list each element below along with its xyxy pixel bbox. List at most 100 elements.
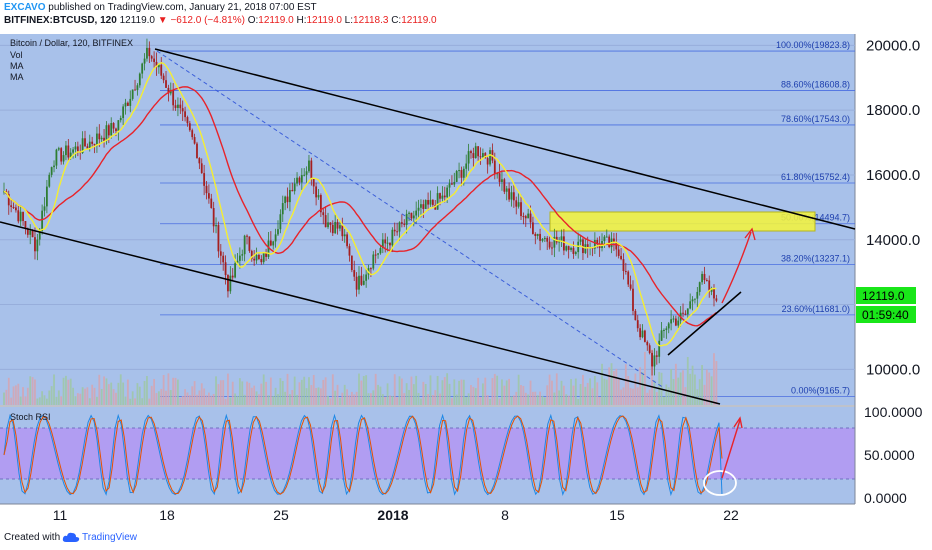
price-axis-label: 14000.0: [866, 232, 920, 249]
volume-bar: [246, 381, 248, 405]
candle-body: [415, 210, 418, 216]
candle-body: [324, 215, 327, 228]
candle-body: [372, 254, 375, 269]
volume-bar: [412, 384, 415, 405]
candle-body: [196, 143, 198, 159]
volume-bar: [467, 393, 470, 405]
candle-body: [293, 183, 296, 192]
candle-body: [555, 236, 558, 243]
fib-level-label: 61.80%(15752.4): [781, 172, 850, 182]
candle-body: [160, 64, 163, 76]
volume-bar: [186, 392, 189, 405]
fib-level-label: 100.00%(19823.8): [776, 40, 850, 50]
volume-bar: [126, 379, 129, 405]
volume-bar: [372, 390, 375, 405]
volume-bar: [646, 392, 649, 405]
price-chart[interactable]: 100.00%(19823.8) 88.60%(18608.8) 78.60%(17…: [0, 28, 932, 526]
candle-body: [436, 193, 439, 210]
volume-bar: [53, 374, 55, 405]
volume-bar: [303, 376, 306, 405]
volume-bar: [207, 392, 210, 405]
volume-bar: [43, 395, 46, 405]
volume-bar: [629, 387, 632, 405]
volume-bar: [436, 375, 439, 405]
candle-body: [689, 301, 692, 309]
rsi-projection-arrow[interactable]: [721, 419, 741, 479]
volume-bar: [339, 397, 341, 405]
candle-body: [474, 146, 477, 158]
ohlc-low-label: L:: [344, 15, 354, 26]
candle-body: [541, 238, 544, 241]
volume-bar: [317, 387, 320, 405]
volume-bar: [181, 396, 184, 405]
volume-bar: [148, 398, 151, 405]
candle-body: [69, 152, 72, 158]
candle-body: [596, 239, 599, 244]
candle-body: [291, 189, 294, 192]
support-trendline[interactable]: [667, 291, 742, 356]
volume-bar: [582, 374, 584, 405]
projection-arrowhead: [744, 227, 756, 241]
upper-trendline[interactable]: [154, 48, 856, 230]
candle-body: [41, 210, 44, 232]
candle-body: [448, 183, 451, 188]
candle-body: [179, 104, 182, 109]
volume-bar: [408, 389, 410, 405]
volume-bar: [219, 380, 222, 405]
candle-body: [148, 47, 151, 57]
candle-body: [117, 120, 120, 132]
volume-bar: [598, 396, 601, 405]
tradingview-link[interactable]: TradingView: [82, 532, 138, 543]
resistance-zone[interactable]: [549, 211, 816, 232]
volume-bar: [591, 388, 594, 405]
candle-body: [34, 237, 36, 252]
fib-retracement-line[interactable]: [156, 50, 665, 389]
candle-body: [634, 310, 637, 321]
volume-bar: [458, 380, 460, 405]
candle-body: [653, 355, 656, 367]
volume-bar: [548, 374, 551, 405]
candle-body: [217, 225, 220, 252]
volume-bar: [510, 396, 513, 405]
candle-body: [119, 118, 122, 121]
volume-bar: [400, 378, 403, 405]
candle-body: [112, 123, 115, 129]
candle-body: [62, 155, 65, 162]
volume-bar: [122, 382, 125, 405]
candle-body: [391, 229, 394, 246]
lower-trendline[interactable]: [0, 221, 721, 405]
volume-bar: [446, 373, 449, 405]
candle-body: [198, 158, 201, 164]
candle-body: [269, 240, 272, 246]
candle-body: [665, 328, 668, 331]
candle-body: [50, 167, 53, 175]
volume-bar: [448, 383, 451, 405]
volume-bar: [327, 395, 329, 405]
volume-bar: [41, 391, 44, 405]
candle-body: [126, 102, 129, 106]
candle-body: [38, 231, 41, 240]
volume-bar: [107, 384, 110, 405]
volume-bar: [179, 397, 182, 405]
candle-body: [427, 200, 429, 205]
rsi-highlight-circle[interactable]: [703, 470, 737, 496]
price-axis-label: 16000.0: [866, 167, 920, 184]
candle-body: [298, 177, 301, 183]
volume-bar: [60, 396, 63, 405]
volume-bar: [289, 394, 291, 405]
volume-bar: [324, 377, 327, 405]
candle-body: [203, 173, 206, 186]
projection-arrow[interactable]: [721, 231, 752, 304]
volume-bar: [541, 395, 544, 405]
volume-bar: [243, 394, 246, 405]
candle-body: [515, 200, 518, 207]
volume-bar: [57, 390, 60, 405]
candle-body: [705, 280, 708, 282]
candle-body: [384, 239, 387, 244]
author-name[interactable]: EXCAVO: [4, 2, 46, 13]
volume-bar: [3, 392, 5, 405]
fib-level-label: 0.00%(9165.7): [791, 385, 850, 395]
time-axis-label: 8: [501, 507, 509, 523]
current-price-tag: 12119.0 01:59:40: [856, 287, 916, 323]
candle-body: [57, 148, 60, 150]
